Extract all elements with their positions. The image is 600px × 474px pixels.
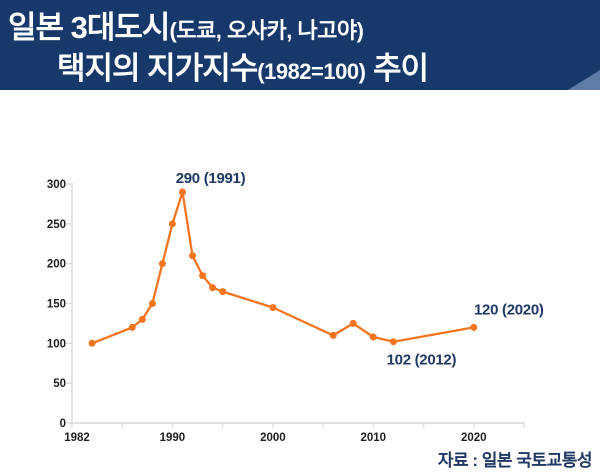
data-point-marker <box>128 323 136 331</box>
title-line2-suffix: 추이 <box>365 51 429 86</box>
annotation-label: 290 (1991) <box>176 170 246 187</box>
y-tick-label: 200 <box>47 259 66 271</box>
data-point-marker <box>158 260 166 268</box>
data-point-marker <box>138 315 146 323</box>
data-point-marker <box>88 339 96 347</box>
data-point-marker <box>470 323 478 331</box>
header-banner: 일본 3대도시(도쿄, 오사카, 나고야) 택지의 지가지수(1982=100)… <box>0 0 600 90</box>
annotation-label: 102 (2012) <box>387 352 457 369</box>
header-accent-triangle <box>568 70 600 90</box>
y-tick-label: 300 <box>47 179 66 191</box>
y-tick-label: 250 <box>47 219 66 231</box>
title-line2-paren: (1982=100) <box>257 59 366 84</box>
x-tick-label: 2010 <box>361 432 387 444</box>
y-tick-label: 50 <box>53 378 66 390</box>
data-point-marker <box>219 288 227 296</box>
title-line2: 택지의 지가지수(1982=100) 추이 <box>57 43 429 88</box>
price-index-line <box>90 190 475 345</box>
title-line1-paren: (도쿄, 오사카, 나고야) <box>169 18 364 43</box>
x-tick-label: 1982 <box>64 432 90 444</box>
title-line1-main: 일본 3대도시 <box>8 10 170 45</box>
data-point-marker <box>148 300 156 307</box>
data-point-marker <box>369 333 377 341</box>
data-point-marker <box>209 284 217 292</box>
title-line2-main: 택지의 지가지수 <box>57 51 258 86</box>
y-tick-label: 150 <box>47 299 66 311</box>
data-point-marker <box>189 252 196 260</box>
title-line1: 일본 3대도시(도쿄, 오사카, 나고야) <box>8 2 364 47</box>
y-tick-label: 0 <box>60 418 66 430</box>
x-tick-label: 2000 <box>260 432 286 444</box>
data-point-marker <box>389 338 397 346</box>
x-tick-label: 2020 <box>461 432 487 444</box>
x-tick-label: 1990 <box>160 432 186 444</box>
data-point-marker <box>168 220 176 228</box>
data-point-marker <box>329 331 337 339</box>
data-point-marker <box>199 272 207 280</box>
data-point-marker <box>349 319 357 327</box>
data-point-marker <box>179 188 186 196</box>
y-tick-label: 100 <box>47 338 66 350</box>
annotation-label: 120 (2020) <box>474 301 544 318</box>
data-point-marker <box>269 304 277 311</box>
source-note: 자료 : 일본 국토교통성 <box>437 451 593 470</box>
